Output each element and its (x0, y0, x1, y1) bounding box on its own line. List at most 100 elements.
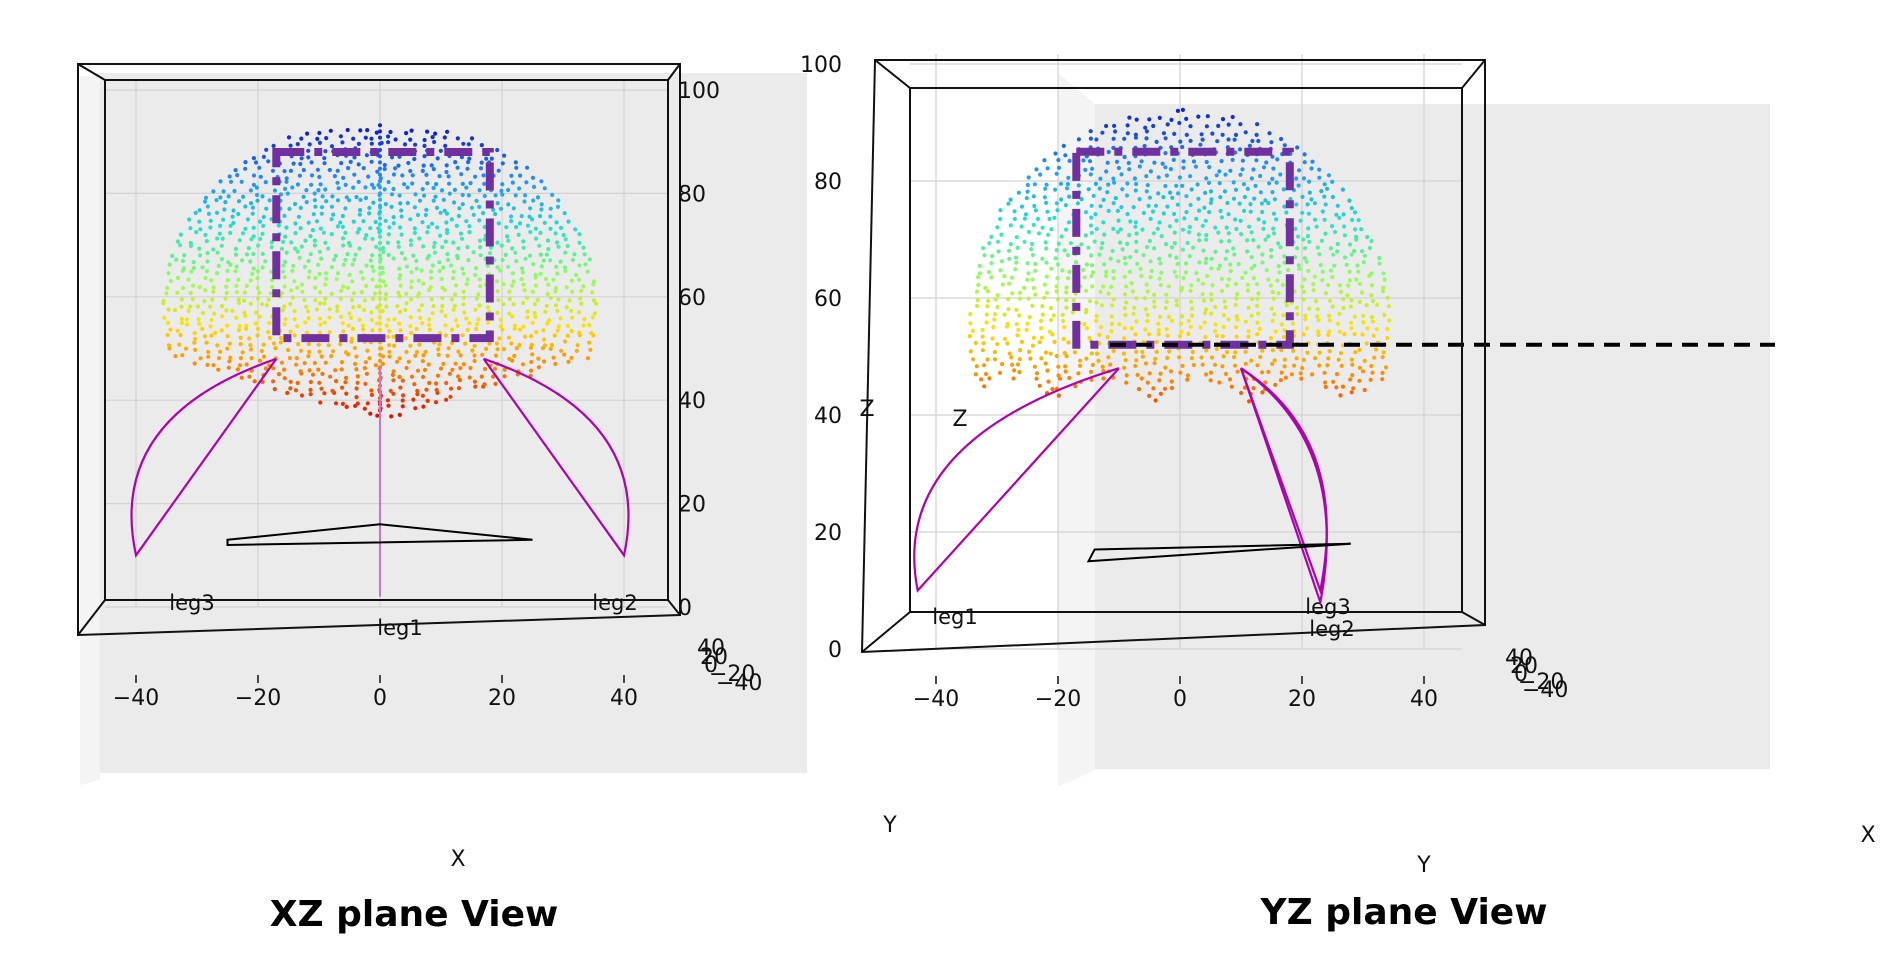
xz-point (537, 214, 543, 219)
xz-point (378, 346, 382, 351)
xz-point (470, 348, 475, 353)
yz-point (1115, 208, 1120, 213)
xz-point (378, 247, 382, 252)
xz-point (444, 169, 449, 175)
xz-point (422, 367, 428, 372)
xz-point (352, 155, 357, 160)
yz-point (1288, 196, 1293, 202)
yz-point (1345, 293, 1350, 298)
xz-point (544, 252, 550, 257)
xz-point (313, 275, 318, 281)
xz-point (335, 224, 340, 229)
yz-point (1091, 193, 1096, 198)
yz-point (1008, 197, 1013, 202)
xz-point (404, 131, 409, 136)
xz-point (306, 275, 311, 280)
xz-point (288, 168, 293, 173)
xz-point (533, 314, 538, 319)
yz-point (1270, 176, 1275, 181)
yz-point (1158, 261, 1163, 266)
xz-point (295, 380, 300, 386)
yz-point (1177, 355, 1182, 360)
xz-point (317, 349, 322, 354)
xz-point (427, 327, 432, 332)
xz-point (182, 253, 187, 258)
yz-point (1140, 349, 1145, 355)
xz-point (403, 336, 408, 341)
xz-point (242, 310, 247, 315)
xz-point (260, 194, 265, 199)
xz-point (416, 278, 421, 283)
xz-point (396, 244, 401, 249)
xz-point (278, 340, 283, 345)
xz-point (460, 181, 465, 186)
xz-point (474, 198, 479, 203)
xz-point (418, 315, 423, 320)
xz-point (387, 329, 392, 334)
xz-point (507, 289, 512, 294)
xz-point (378, 278, 382, 283)
yz-point (1084, 262, 1089, 267)
xz-point (443, 313, 448, 318)
yz-point (1122, 326, 1127, 331)
yz-point (995, 239, 1001, 244)
xz-point (524, 180, 529, 185)
yz-point (1334, 372, 1340, 377)
yz-workspace-points (967, 107, 1775, 404)
yz-point (1349, 252, 1354, 257)
xz-point (226, 260, 231, 265)
xz-point (425, 398, 430, 403)
xz-point (323, 360, 328, 365)
xz-point (581, 284, 586, 289)
yz-point (1327, 313, 1332, 318)
xz-point (570, 289, 575, 294)
yz-edge (1461, 59, 1486, 89)
yz-point (1272, 358, 1277, 363)
xz-point (301, 167, 306, 173)
xz-point (356, 179, 361, 184)
yz-point (1291, 348, 1296, 353)
xz-point (455, 136, 460, 141)
yz-point (1221, 354, 1226, 359)
yz-point (1125, 212, 1130, 217)
xz-point (429, 163, 434, 168)
yz-point (1356, 269, 1361, 274)
yz-point (1334, 385, 1339, 390)
xz-point (533, 272, 538, 277)
xz-point (389, 155, 395, 160)
xz-point (197, 285, 202, 290)
yz-point (1320, 209, 1325, 214)
xz-depth-axis-label: Y (882, 813, 897, 838)
yz-point (1076, 137, 1081, 142)
yz-point (1362, 253, 1367, 258)
xz-point (303, 238, 308, 243)
xz-point (354, 386, 359, 391)
yz-point (1169, 245, 1175, 250)
yz-point (1043, 350, 1049, 355)
xz-point (356, 141, 361, 146)
xz-point (413, 353, 418, 358)
xz-point (565, 333, 570, 338)
yz-point (1031, 335, 1036, 340)
xz-point (234, 290, 239, 295)
xz-point (511, 302, 516, 307)
yz-point (1266, 277, 1271, 282)
xz-point (248, 301, 253, 306)
yz-point (1225, 283, 1230, 288)
xz-point (349, 297, 355, 302)
xz-point (350, 262, 355, 267)
yz-point (1381, 350, 1386, 355)
yz-point (1226, 277, 1231, 282)
yz-point (1026, 271, 1031, 276)
xz-point (295, 285, 300, 290)
yz-point (1183, 270, 1189, 275)
yz-point (1337, 329, 1342, 334)
yz-point (1156, 331, 1161, 337)
yz-point (1127, 269, 1133, 274)
yz-point (1109, 329, 1114, 334)
yz-point (1056, 373, 1061, 378)
yz-point (1067, 269, 1072, 274)
xz-point (398, 328, 403, 333)
yz-point (1247, 224, 1252, 229)
xz-point (243, 166, 248, 171)
